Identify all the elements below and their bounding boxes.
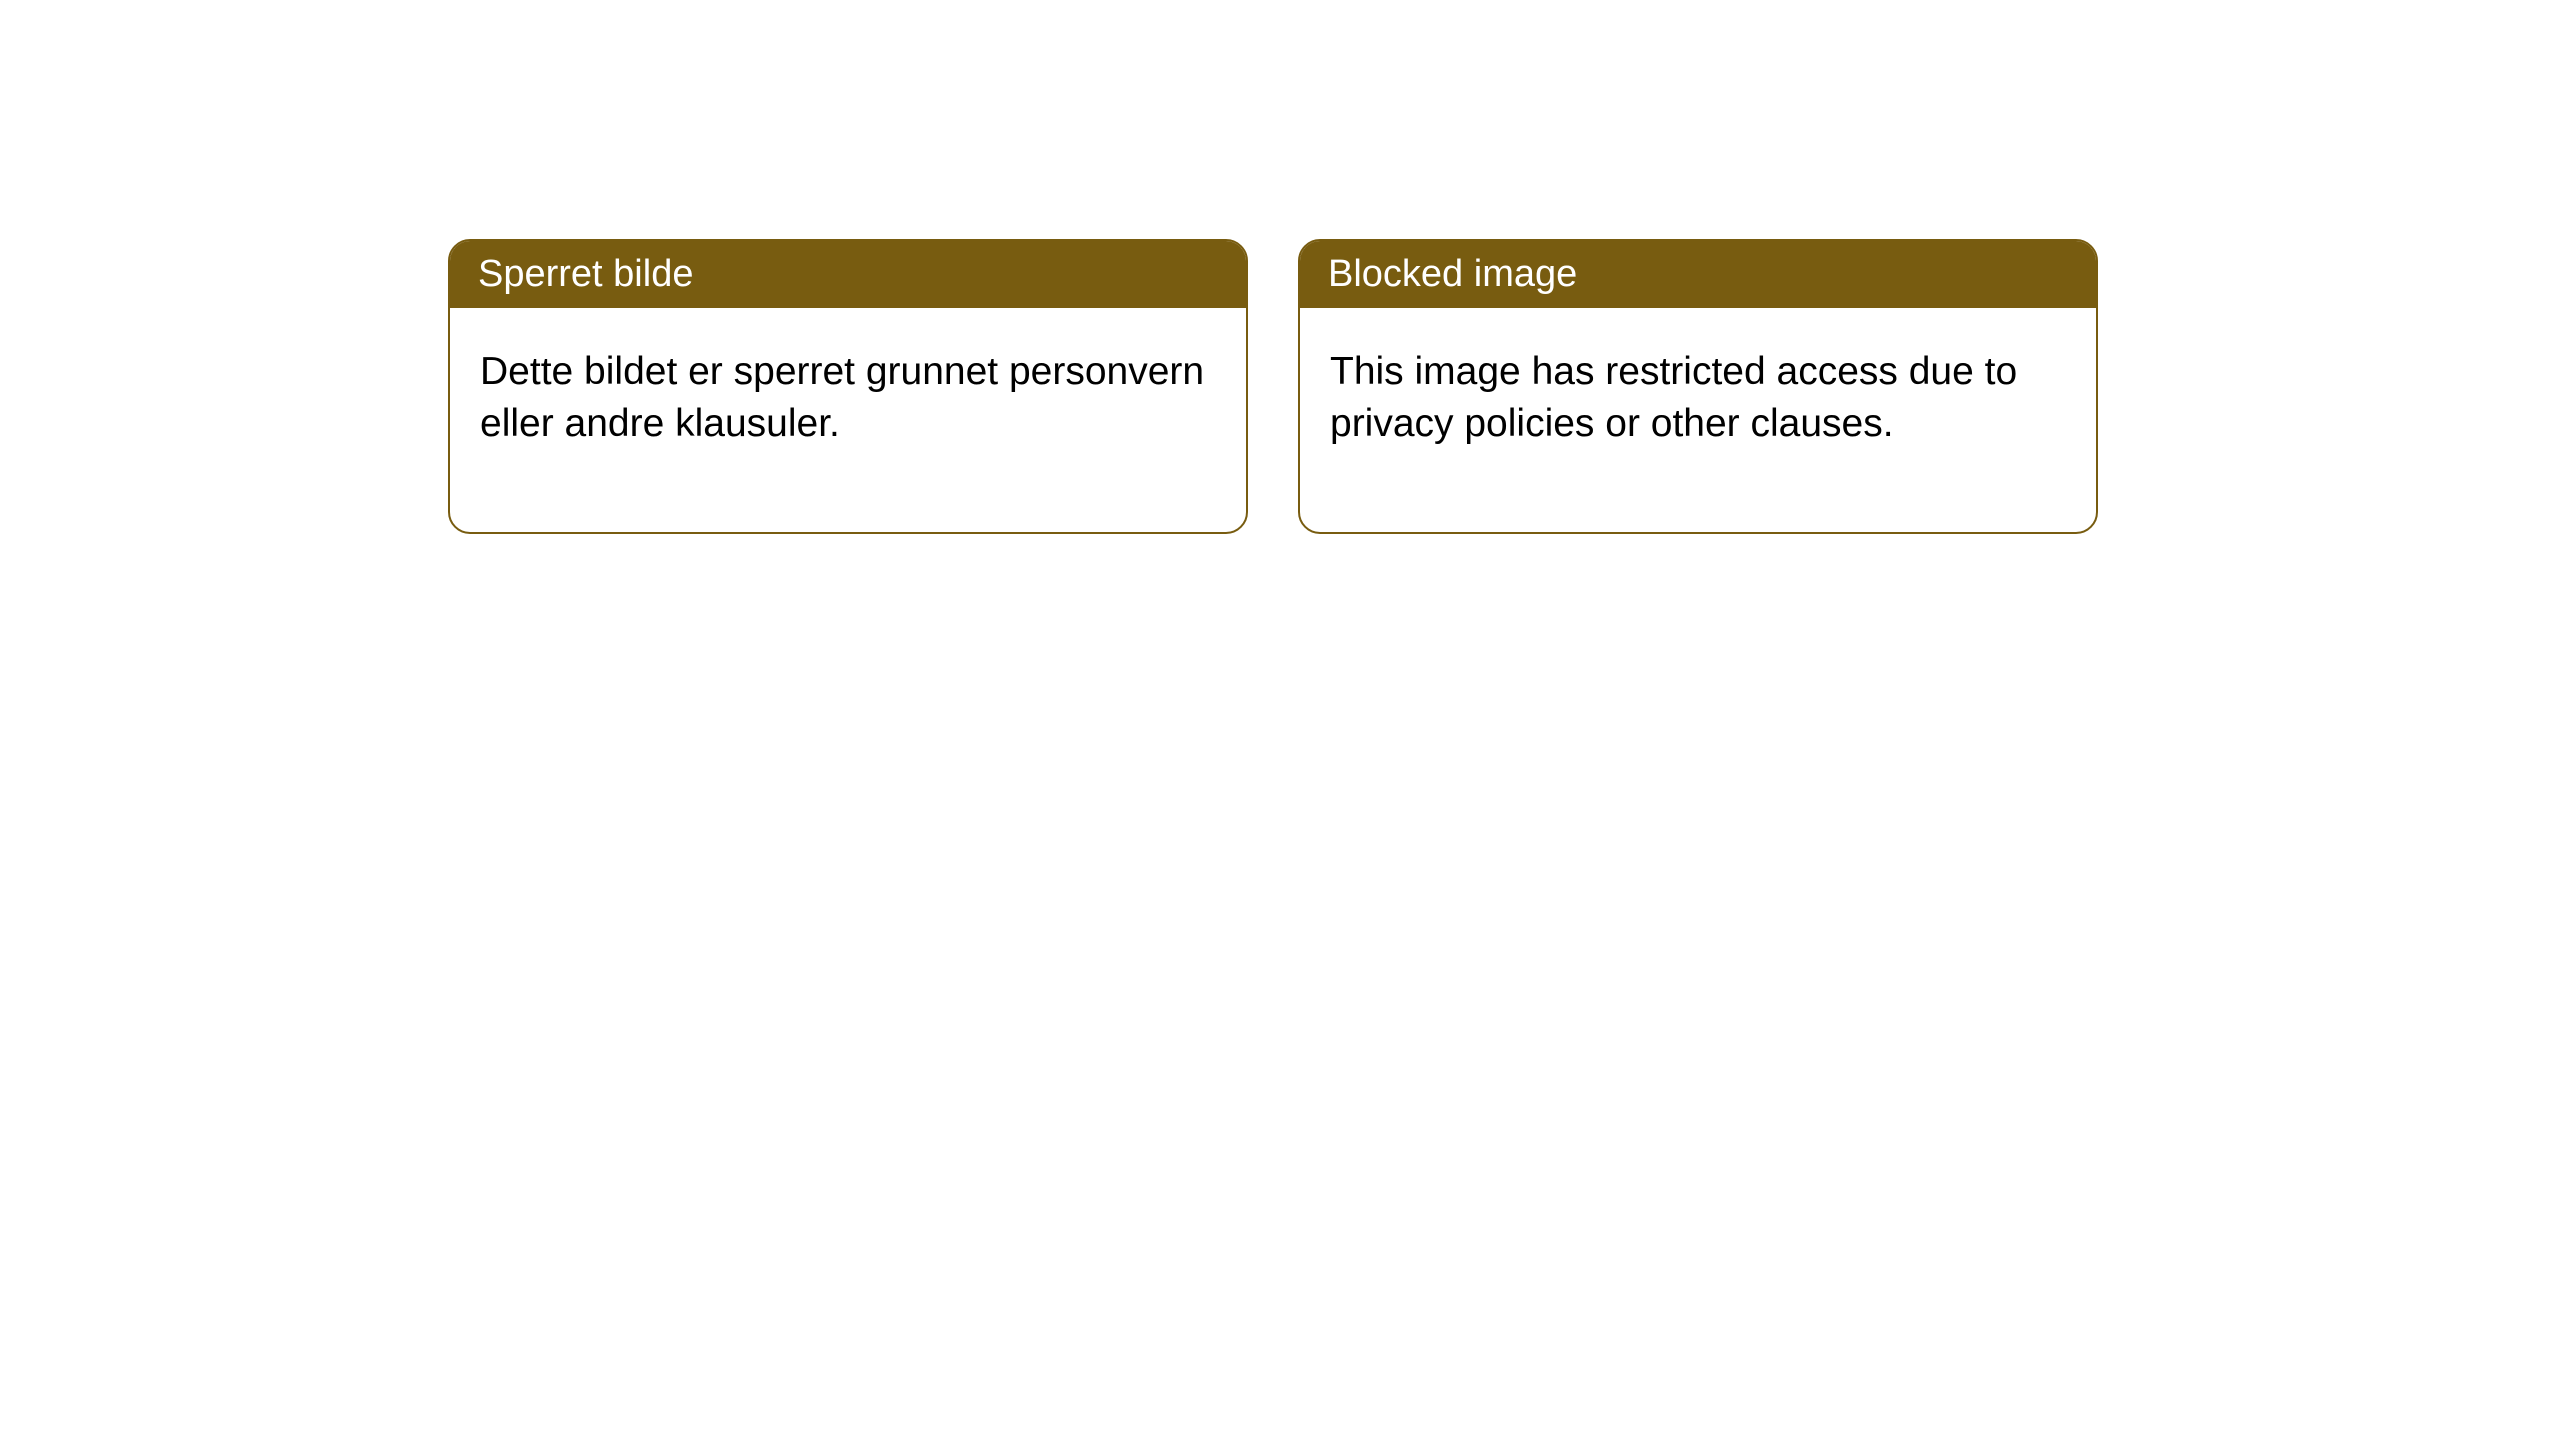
card-body: This image has restricted access due to … [1300,308,2096,532]
card-title: Blocked image [1300,241,2096,308]
notice-cards-container: Sperret bilde Dette bildet er sperret gr… [448,239,2098,534]
card-body: Dette bildet er sperret grunnet personve… [450,308,1246,532]
notice-card-no: Sperret bilde Dette bildet er sperret gr… [448,239,1248,534]
card-title: Sperret bilde [450,241,1246,308]
notice-card-en: Blocked image This image has restricted … [1298,239,2098,534]
